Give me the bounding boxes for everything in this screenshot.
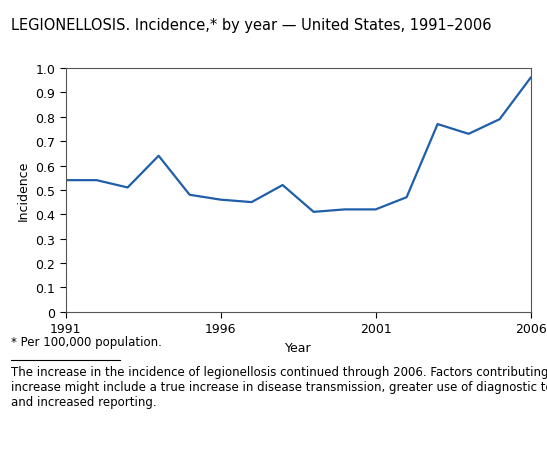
- Text: LEGIONELLOSIS. Incidence,* by year — United States, 1991–2006: LEGIONELLOSIS. Incidence,* by year — Uni…: [11, 18, 491, 34]
- X-axis label: Year: Year: [285, 341, 311, 354]
- Text: * Per 100,000 population.: * Per 100,000 population.: [11, 335, 162, 348]
- Y-axis label: Incidence: Incidence: [16, 160, 30, 221]
- Text: The increase in the incidence of legionellosis continued through 2006. Factors c: The increase in the incidence of legione…: [11, 365, 547, 408]
